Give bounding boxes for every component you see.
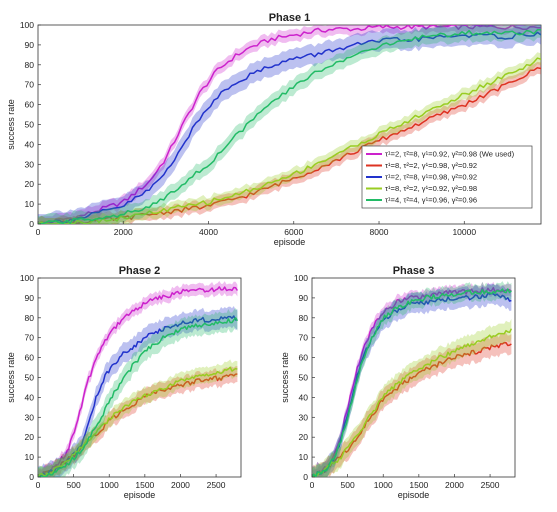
series-line-5 — [38, 28, 541, 224]
series-band-5 — [38, 308, 238, 477]
chart-panel-3: 0 500 1000 1500 2000 2500 0 10 20 30 40 50 60 70 80 90 1… — [280, 265, 516, 500]
y-tick-label: 80 — [25, 313, 35, 323]
x-tick-label: 1000 — [100, 480, 119, 490]
series-line-4 — [38, 57, 541, 224]
series-line-1 — [312, 286, 512, 477]
legend-entry: τ¹=2, τ²=8, γ¹=0.98, γ²=0.92 — [385, 173, 477, 182]
x-tick-label: 500 — [341, 480, 355, 490]
x-tick-label: 2000 — [171, 480, 190, 490]
y-tick-label: 70 — [299, 333, 309, 343]
legend-box — [361, 145, 533, 209]
x-tick-label: 1500 — [135, 480, 154, 490]
y-tick-label: 40 — [25, 392, 35, 402]
series-band-2 — [312, 332, 512, 477]
series-line-2 — [312, 341, 512, 477]
chart-title: Phase 1 — [269, 12, 311, 24]
chart-panel-2: 0 500 1000 1500 2000 2500 0 10 20 30 40 50 60 70 80 90 1… — [6, 265, 242, 500]
y-tick-label: 50 — [25, 373, 35, 383]
series-group — [312, 281, 513, 477]
x-axis-label: episode — [124, 490, 156, 500]
series-band-4 — [312, 318, 512, 477]
x-tick-label: 8000 — [370, 227, 389, 237]
series-line-4 — [38, 366, 238, 477]
y-tick-label: 0 — [303, 472, 308, 482]
series-band-5 — [312, 281, 512, 477]
y-tick-label: 70 — [25, 333, 35, 343]
x-tick-label: 2000 — [114, 227, 133, 237]
y-tick-label: 100 — [294, 273, 308, 283]
chart-title: Phase 3 — [393, 265, 435, 277]
x-tick-label: 1000 — [374, 480, 393, 490]
y-tick-label: 60 — [25, 100, 35, 110]
y-tick-label: 100 — [20, 20, 34, 30]
x-tick-label: 0 — [36, 480, 41, 490]
series-group — [38, 25, 541, 224]
series-line-5 — [312, 288, 512, 477]
plot-area — [37, 277, 242, 478]
y-tick-label: 90 — [299, 293, 309, 303]
y-tick-label: 50 — [299, 373, 309, 383]
y-tick-label: 30 — [299, 412, 309, 422]
y-tick-label: 10 — [299, 452, 309, 462]
series-band-1 — [312, 281, 512, 477]
y-tick-label: 60 — [299, 353, 309, 363]
series-line-5 — [38, 317, 239, 477]
series-line-1 — [38, 286, 239, 477]
y-tick-label: 90 — [25, 40, 35, 50]
y-tick-label: 60 — [25, 353, 35, 363]
y-axis-label: success rate — [6, 352, 16, 403]
y-tick-label: 0 — [29, 472, 34, 482]
y-tick-label: 80 — [299, 313, 309, 323]
legend-entry: τ¹=8, τ²=2, γ¹=0.92, γ²=0.98 — [385, 184, 477, 193]
legend: τ¹=2, τ²=8, γ¹=0.92, γ²=0.98 (We used) τ¹… — [361, 145, 533, 209]
series-band-2 — [38, 366, 238, 477]
y-tick-label: 90 — [25, 293, 35, 303]
y-tick-label: 50 — [25, 120, 35, 130]
series-line-4 — [312, 328, 513, 477]
x-tick-label: 2000 — [445, 480, 464, 490]
y-tick-label: 80 — [25, 60, 35, 70]
y-tick-label: 100 — [20, 273, 34, 283]
legend-entry: τ¹=2, τ²=8, γ¹=0.92, γ²=0.98 (We used) — [385, 150, 515, 159]
x-tick-label: 2500 — [481, 480, 500, 490]
y-tick-label: 40 — [25, 139, 35, 149]
y-tick-label: 30 — [25, 159, 35, 169]
y-tick-label: 20 — [25, 432, 35, 442]
legend-entry: τ¹=4, τ²=4, γ¹=0.96, γ²=0.96 — [385, 196, 477, 205]
x-tick-label: 10000 — [452, 227, 476, 237]
series-group — [38, 280, 239, 477]
y-tick-label: 0 — [29, 219, 34, 229]
x-tick-label: 0 — [36, 227, 41, 237]
series-line-3 — [38, 31, 541, 224]
x-tick-label: 6000 — [284, 227, 303, 237]
series-band-3 — [38, 306, 238, 477]
x-axis-label: episode — [274, 237, 306, 247]
x-tick-label: 2500 — [207, 480, 226, 490]
x-tick-label: 500 — [67, 480, 81, 490]
y-tick-label: 10 — [25, 452, 35, 462]
y-tick-label: 40 — [299, 392, 309, 402]
chart-title: Phase 2 — [119, 265, 161, 277]
series-line-1 — [38, 25, 541, 224]
y-tick-label: 20 — [25, 179, 35, 189]
chart-panel-1: 0 2000 4000 6000 8000 10000 0 10 20 30 40 50 60 70 80 9… — [6, 12, 542, 247]
x-tick-label: 4000 — [199, 227, 218, 237]
series-line-3 — [312, 292, 512, 477]
x-tick-label: 0 — [310, 480, 315, 490]
x-tick-label: 1500 — [409, 480, 428, 490]
y-tick-label: 30 — [25, 412, 35, 422]
x-axis-label: episode — [398, 490, 430, 500]
y-tick-label: 10 — [25, 199, 35, 209]
y-axis-label: success rate — [6, 99, 16, 150]
legend-entry: τ¹=8, τ²=2, γ¹=0.98, γ²=0.92 — [385, 161, 477, 170]
y-axis-label: success rate — [280, 352, 290, 403]
series-band-3 — [312, 283, 512, 477]
y-tick-label: 20 — [299, 432, 309, 442]
y-tick-label: 70 — [25, 80, 35, 90]
